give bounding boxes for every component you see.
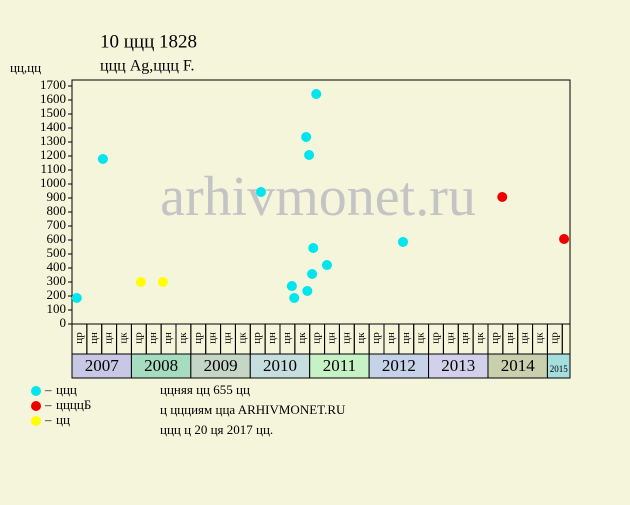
- point: [497, 192, 508, 203]
- year-label: 2008: [144, 356, 178, 375]
- quarter-label: цр: [489, 332, 501, 344]
- point: [559, 234, 570, 245]
- y-tick-label: 100: [47, 301, 67, 316]
- quarter-label: цк: [118, 332, 130, 344]
- quarter-label: цн: [207, 332, 219, 344]
- y-tick-label: 900: [47, 189, 67, 204]
- quarter-label: цр: [370, 332, 382, 344]
- legend-dash: –: [44, 397, 52, 412]
- year-label: 2012: [382, 356, 416, 375]
- quarter-label: цк: [474, 332, 486, 344]
- footer-line: ццняя цц 655 цц: [160, 382, 250, 397]
- y-tick-label: 400: [47, 259, 67, 274]
- quarter-label: цн: [340, 332, 352, 344]
- point: [321, 260, 332, 271]
- quarter-label: цн: [103, 332, 115, 344]
- quarter-label: цр: [192, 332, 204, 344]
- quarter-label: цк: [236, 332, 248, 344]
- quarter-label: цр: [251, 332, 263, 344]
- quarter-label: цн: [326, 332, 338, 344]
- point: [307, 269, 318, 280]
- y-tick-label: 200: [47, 287, 67, 302]
- y-tick-label: 600: [47, 231, 67, 246]
- quarter-label: цк: [296, 332, 308, 344]
- point: [71, 292, 82, 303]
- legend-label: цц: [56, 412, 70, 427]
- y-tick-label: 1700: [40, 77, 66, 92]
- year-label: 2015: [550, 364, 569, 374]
- quarter-label: цр: [132, 332, 144, 344]
- y-tick-label: 700: [47, 217, 67, 232]
- legend-marker: [31, 386, 41, 396]
- year-label: 2010: [263, 356, 297, 375]
- quarter-label: цн: [400, 332, 412, 344]
- y-tick-label: 1600: [40, 91, 66, 106]
- point: [304, 150, 315, 161]
- year-label: 2009: [204, 356, 238, 375]
- y-tick-label: 1000: [40, 175, 66, 190]
- quarter-label: цр: [548, 332, 560, 344]
- point: [398, 236, 409, 247]
- quarter-label: цн: [519, 332, 531, 344]
- point: [97, 153, 108, 164]
- y-tick-label: 300: [47, 273, 67, 288]
- quarter-label: цк: [177, 332, 189, 344]
- y-tick-label: 500: [47, 245, 67, 260]
- quarter-cell: [561, 323, 571, 355]
- legend-label: ццц: [56, 382, 77, 397]
- point: [286, 281, 297, 292]
- footer-line: ццц ц 20 ця 2017 цц.: [160, 422, 273, 437]
- quarter-label: цн: [266, 332, 278, 344]
- point: [135, 277, 146, 287]
- year-label: 2011: [323, 356, 356, 375]
- footer-line: ц ццциям ццa ARHIVMONET.RU: [160, 402, 346, 417]
- point: [255, 186, 266, 197]
- year-label: 2014: [501, 356, 536, 375]
- legend-marker: [31, 401, 41, 411]
- quarter-label: цн: [385, 332, 397, 344]
- point: [302, 285, 313, 296]
- year-band: [309, 353, 370, 379]
- quarter-label: цн: [222, 332, 234, 344]
- quarter-label: цн: [504, 332, 516, 344]
- point: [301, 131, 312, 142]
- quarter-label: цн: [162, 332, 174, 344]
- year-label: 2013: [441, 356, 475, 375]
- quarter-label: цр: [311, 332, 323, 344]
- year-label: 2007: [85, 356, 120, 375]
- quarter-label: цн: [88, 332, 100, 344]
- y-tick-label: 800: [47, 203, 67, 218]
- point: [308, 242, 319, 253]
- quarter-label: цн: [459, 332, 471, 344]
- legend-dash: –: [44, 412, 52, 427]
- point: [289, 292, 300, 303]
- chart-title: 10 ццц 1828: [100, 31, 197, 52]
- quarter-label: цк: [355, 332, 367, 344]
- y-tick-label: 1100: [40, 161, 66, 176]
- quarter-label: цн: [281, 332, 293, 344]
- y-tick-label: 1200: [40, 147, 66, 162]
- watermark: arhivmonet.ru: [160, 166, 476, 228]
- y-tick-label: 1500: [40, 105, 66, 120]
- y-tick-label: 1400: [40, 119, 66, 134]
- legend-marker: [31, 416, 41, 426]
- quarter-label: цн: [444, 332, 456, 344]
- legend-label: ццццБ: [56, 397, 91, 412]
- quarter-label: цр: [430, 332, 442, 344]
- quarter-label: цк: [534, 332, 546, 344]
- point: [157, 277, 168, 287]
- y-tick-label: 0: [60, 315, 67, 330]
- point: [311, 88, 322, 99]
- y-axis-label: цц,цц: [10, 60, 41, 75]
- quarter-label: цр: [73, 332, 85, 344]
- quarter-label: цн: [147, 332, 159, 344]
- legend-dash: –: [44, 382, 52, 397]
- y-tick-label: 1300: [40, 133, 66, 148]
- quarter-label: цк: [415, 332, 427, 344]
- chart-subtitle: ццц Ag,ццц F.: [100, 58, 195, 75]
